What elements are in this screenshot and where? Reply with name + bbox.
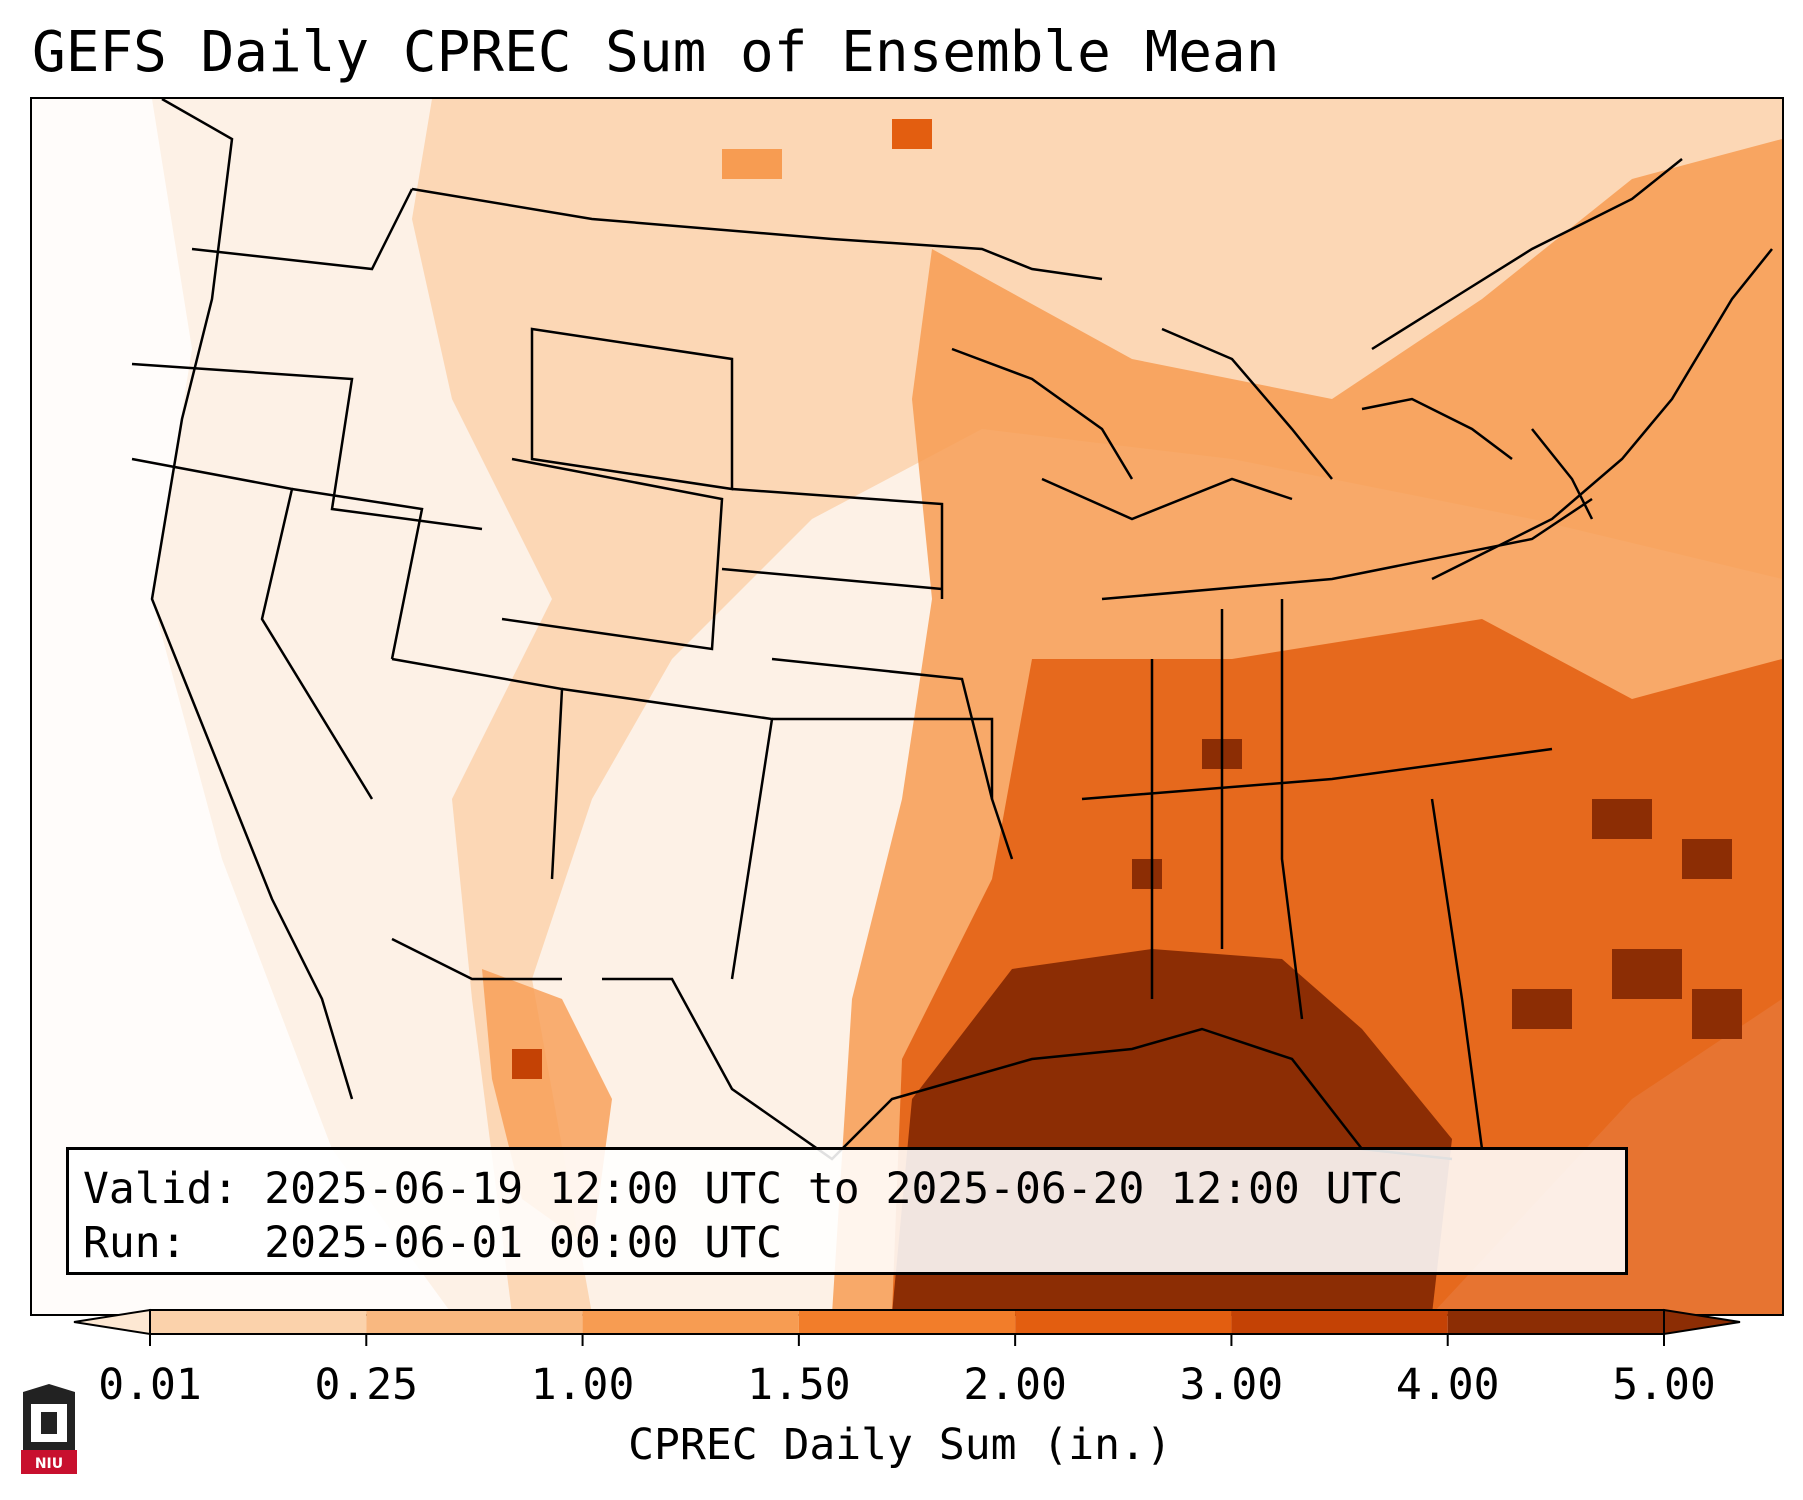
run-value: 2025-06-01 00:00 UTC [264, 1218, 782, 1268]
colorbar [73, 1308, 1741, 1346]
colorbar-tick-label: 4.00 [1395, 1360, 1500, 1410]
precipitation-map [30, 97, 1784, 1316]
colorbar-segments [149, 1309, 1665, 1335]
colorbar-segment [1447, 1310, 1664, 1334]
map-canvas [32, 99, 1782, 1314]
colorbar-label: CPREC Daily Sum (in.) [628, 1420, 1172, 1470]
heavy-precip-cell [1612, 949, 1682, 999]
heavy-precip-cell [1512, 989, 1572, 1029]
heavy-precip-cell [512, 1049, 542, 1079]
valid-value: 2025-06-19 12:00 UTC to 2025-06-20 12:00… [264, 1164, 1404, 1214]
atlantic-coastline [1430, 798, 1484, 1150]
colorbar-tick-marks [149, 1334, 1665, 1346]
colorbar-segment [150, 1310, 367, 1334]
pacific-dry-area [32, 99, 452, 1314]
logo-text: NIU [35, 1456, 63, 1472]
run-row: Run: 2025-06-01 00:00 UTC [83, 1216, 1611, 1270]
colorbar-tick-label: 2.00 [963, 1360, 1067, 1410]
colorbar-segment [582, 1310, 799, 1334]
colorbar-min-arrow [73, 1308, 151, 1336]
logo-roof [23, 1384, 75, 1392]
precip-cell [722, 149, 782, 179]
colorbar-segment [1015, 1310, 1232, 1334]
heavy-precip-cell [1132, 859, 1162, 889]
pacific-coastline [150, 99, 354, 1100]
colorbar-tick-label: 0.01 [98, 1360, 202, 1410]
colorbar-tick-label: 0.25 [314, 1360, 419, 1410]
colorbar-segment [1231, 1310, 1448, 1334]
colorbar-max-arrow [1663, 1308, 1741, 1336]
colorbar-tick-label: 5.00 [1612, 1360, 1716, 1410]
gulf-coastline [602, 977, 1453, 1161]
colorbar-tick-label: 1.50 [747, 1360, 851, 1410]
niu-logo-icon: NIU [21, 1384, 77, 1474]
run-info-box: Valid: 2025-06-19 12:00 UTC to 2025-06-2… [66, 1147, 1628, 1275]
valid-label: Valid: [83, 1164, 239, 1214]
colorbar-segment [366, 1310, 583, 1334]
map-title: GEFS Daily CPREC Sum of Ensemble Mean [32, 20, 1280, 85]
canada-border [411, 187, 1103, 281]
heavy-precip-cell [1692, 989, 1742, 1039]
heavy-precip-cell [1682, 839, 1732, 879]
precip-cell [892, 119, 932, 149]
heavy-precip-cell [1592, 799, 1652, 839]
valid-row: Valid: 2025-06-19 12:00 UTC to 2025-06-2… [83, 1162, 1611, 1216]
run-label: Run: [83, 1218, 187, 1268]
colorbar-segment [798, 1310, 1016, 1334]
boundary-lines [131, 99, 1773, 1161]
colorbar-tick-label: 1.00 [530, 1360, 635, 1410]
logo-door [41, 1412, 57, 1434]
logo-banner [21, 1450, 77, 1474]
colorbar-tick-label: 3.00 [1179, 1360, 1284, 1410]
